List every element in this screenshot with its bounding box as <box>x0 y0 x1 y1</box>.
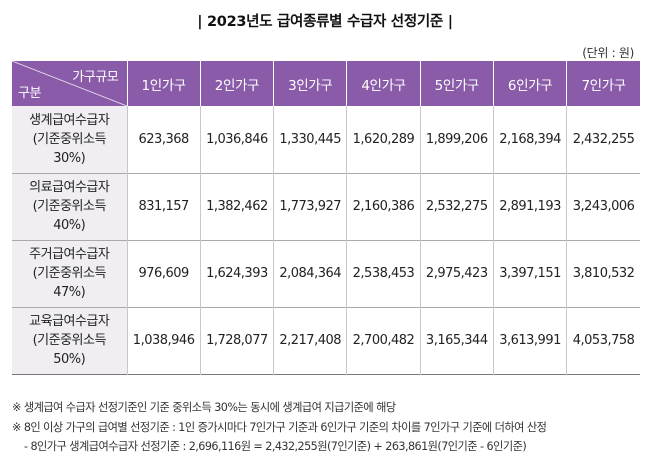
table-row: 생계급여수급자 (기준중위소득 30%) 623,368 1,036,846 1… <box>12 106 640 173</box>
table-cell: 3,810,532 <box>566 240 640 307</box>
table-cell: 2,084,364 <box>273 240 347 307</box>
table-cell: 2,432,255 <box>566 106 640 173</box>
table-row: 주거급여수급자 (기준중위소득 47%) 976,609 1,624,393 2… <box>12 240 640 307</box>
row-label-line: 주거급여수급자 <box>29 247 110 262</box>
unit-label: (단위 : 원) <box>582 46 634 60</box>
table-cell: 2,891,193 <box>492 173 567 240</box>
table-cell: 3,613,991 <box>492 307 567 374</box>
row-header: 교육급여수급자 (기준중위소득 50%) <box>12 307 127 374</box>
row-label-line: (기준중위소득 <box>32 266 107 281</box>
row-header: 주거급여수급자 (기준중위소득 47%) <box>12 240 127 307</box>
row-header: 생계급여수급자 (기준중위소득 30%) <box>12 106 127 173</box>
table-cell: 3,397,151 <box>492 240 567 307</box>
row-header: 의료급여수급자 (기준중위소득 40%) <box>12 173 127 240</box>
column-header: 2인가구 <box>199 61 274 106</box>
footnotes: ※ 생계급여 수급자 선정기준인 기준 중위소득 30%는 동시에 생계급여 지… <box>12 398 644 457</box>
table-cell: 2,160,386 <box>346 173 421 240</box>
table-cell: 3,243,006 <box>566 173 640 240</box>
table-cell: 831,157 <box>126 173 201 240</box>
row-label-line: 30%) <box>53 150 86 166</box>
table-cell: 2,217,408 <box>273 307 347 374</box>
table-cell: 1,773,927 <box>273 173 347 240</box>
table-cell: 1,036,846 <box>199 106 274 173</box>
table-cell: 1,038,946 <box>126 307 201 374</box>
row-label-line: 40%) <box>53 218 86 233</box>
table-cell: 623,368 <box>126 106 201 173</box>
footnote: ※ 생계급여 수급자 선정기준인 기준 중위소득 30%는 동시에 생계급여 지… <box>12 401 396 414</box>
column-header: 3인가구 <box>273 61 347 106</box>
row-label-line: (기준중위소득 <box>32 199 107 214</box>
table-cell: 1,728,077 <box>199 307 274 374</box>
column-header: 7인가구 <box>566 61 640 106</box>
column-header: 1인가구 <box>126 61 201 106</box>
table-cell: 1,382,462 <box>199 173 274 240</box>
footnote-example: - 8인가구 생계급여수급자 선정기준 : 2,696,116원 = 2,432… <box>24 440 527 453</box>
table-cell: 2,700,482 <box>346 307 421 374</box>
column-header: 4인가구 <box>346 61 421 106</box>
table-cell: 1,624,393 <box>199 240 274 307</box>
corner-label-household-size: 가구규모 <box>72 70 119 85</box>
table-cell: 4,053,758 <box>566 307 640 374</box>
table-cell: 1,899,206 <box>419 106 494 173</box>
corner-header: 가구규모 구분 <box>12 61 127 106</box>
column-header: 5인가구 <box>419 61 494 106</box>
table-cell: 1,330,445 <box>273 106 347 173</box>
corner-label-category: 구분 <box>18 86 42 101</box>
footnote: ※ 8인 이상 가구의 급여별 선정기준 : 1인 증가시마다 7인가구 기준과… <box>12 420 547 434</box>
table-cell: 2,538,453 <box>346 240 421 307</box>
table-row: 교육급여수급자 (기준중위소득 50%) 1,038,946 1,728,077… <box>12 307 640 374</box>
table-cell: 2,168,394 <box>492 106 567 173</box>
page-title: | 2023년도 급여종류별 수급자 선정기준 | <box>197 14 453 30</box>
table-row: 의료급여수급자 (기준중위소득 40%) 831,157 1,382,462 1… <box>12 173 640 240</box>
table-cell: 3,165,344 <box>419 307 494 374</box>
header-row: 가구규모 구분 1인가구 2인가구 3인가구 4인가구 5인가구 6인가구 7인… <box>12 61 640 106</box>
table-cell: 2,975,423 <box>419 240 494 307</box>
row-label-line: 50%) <box>53 352 86 367</box>
row-label-line: 교육급여수급자 <box>29 314 110 329</box>
row-label-line: 의료급여수급자 <box>29 180 110 195</box>
criteria-table: 가구규모 구분 1인가구 2인가구 3인가구 4인가구 5인가구 6인가구 7인… <box>12 61 640 375</box>
row-label-line: 47%) <box>53 285 86 300</box>
table-cell: 976,609 <box>126 240 201 307</box>
row-label-line: (기준중위소득 <box>32 333 107 348</box>
table-cell: 1,620,289 <box>346 106 421 173</box>
column-header: 6인가구 <box>492 61 567 106</box>
row-label-line: (기준중위소득 <box>32 131 107 147</box>
row-label-line: 생계급여수급자 <box>29 112 110 128</box>
table-cell: 2,532,275 <box>419 173 494 240</box>
